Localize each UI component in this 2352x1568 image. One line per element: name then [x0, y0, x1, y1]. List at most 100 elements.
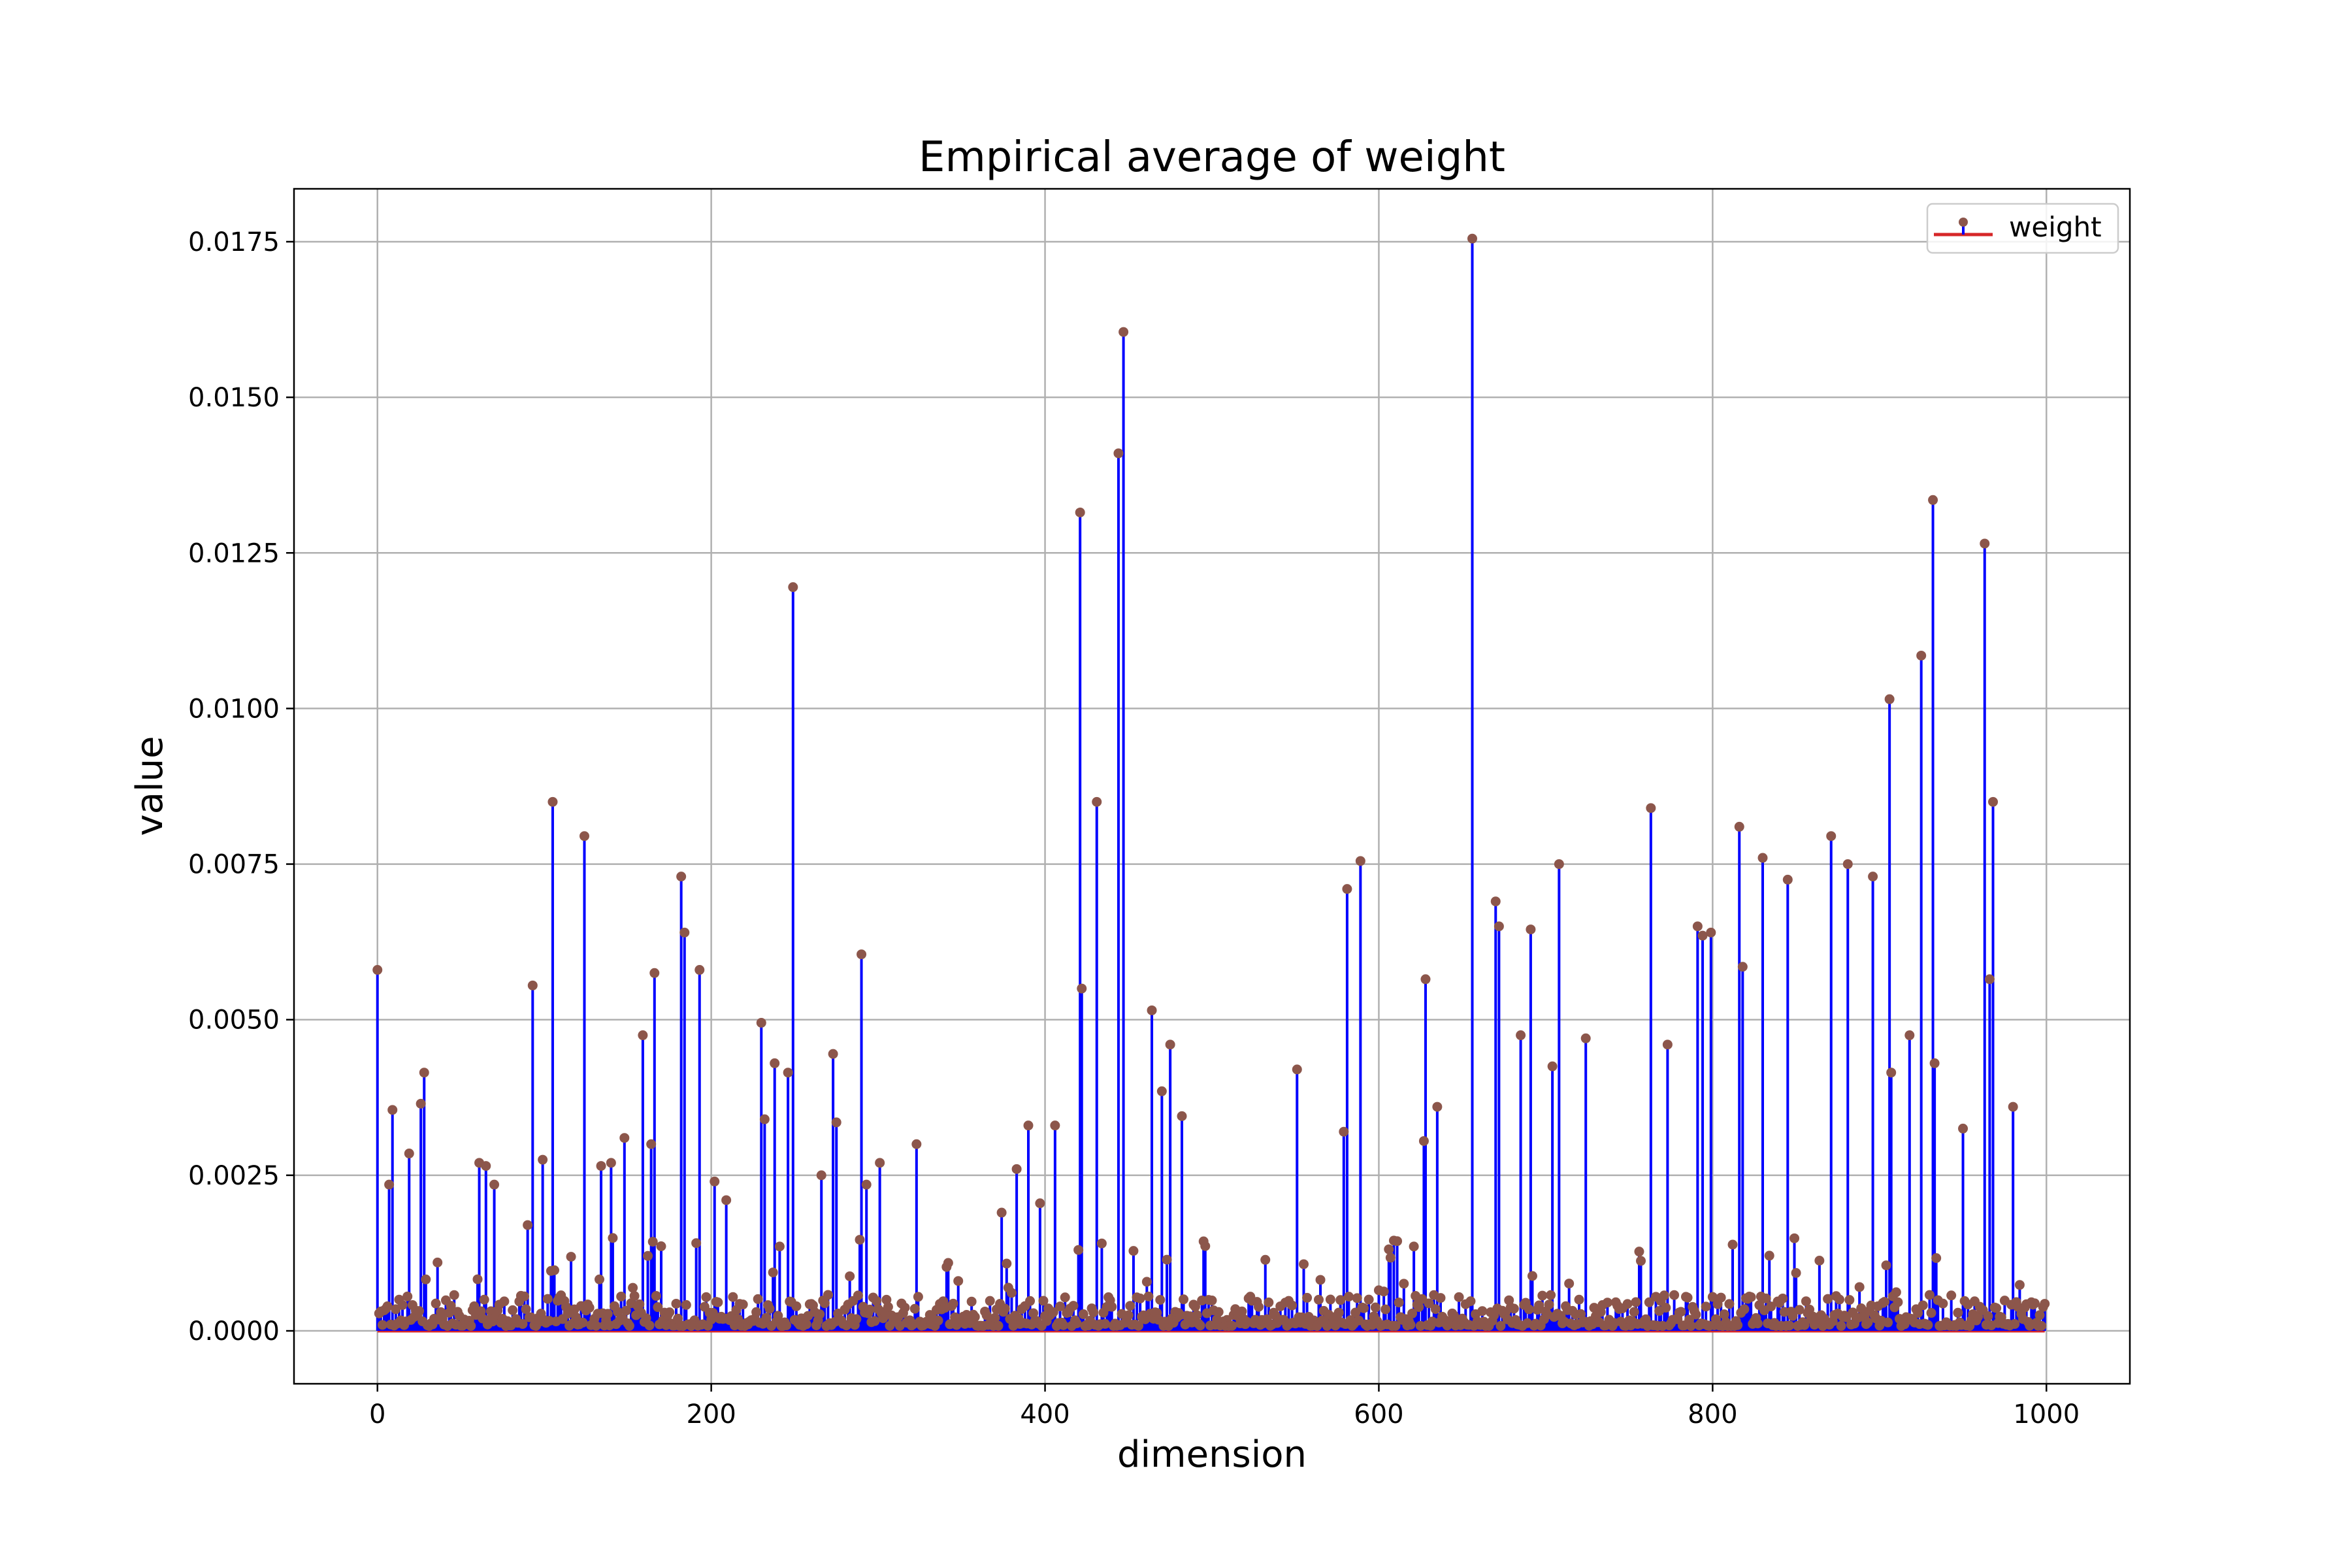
stem-marker — [1123, 1310, 1134, 1320]
stem-marker — [1420, 974, 1431, 985]
stem-marker — [831, 1117, 841, 1128]
stem-marker — [1254, 1301, 1264, 1312]
stem-marker — [2010, 1319, 2020, 1330]
stem-marker — [1739, 1304, 1750, 1315]
stem-marker — [1891, 1287, 1901, 1298]
legend-box — [1926, 203, 2119, 254]
stem-marker — [1333, 1307, 1344, 1318]
stem-marker — [1313, 1294, 1324, 1305]
stem-marker — [1264, 1298, 1274, 1308]
stem-marker — [966, 1296, 977, 1307]
stem-marker — [1339, 1126, 1349, 1137]
stem-marker — [1192, 1310, 1202, 1320]
stem-marker — [1155, 1295, 1166, 1305]
stem-marker — [538, 1154, 548, 1165]
stem-marker — [1537, 1290, 1548, 1301]
stem-marker — [1984, 974, 1995, 985]
stem-marker — [911, 1139, 922, 1149]
stem-marker — [1141, 1277, 1152, 1287]
stem-marker — [1580, 1033, 1591, 1043]
stem-marker — [855, 1235, 865, 1245]
stem-marker — [1237, 1306, 1247, 1316]
stem-marker — [384, 1179, 395, 1190]
stem-marker — [1856, 1303, 1867, 1314]
stem-marker — [883, 1301, 893, 1312]
stem-marker — [1682, 1292, 1693, 1303]
stem-marker — [774, 1241, 785, 1252]
stem-marker — [1574, 1294, 1584, 1305]
x-tick-label: 0 — [369, 1399, 385, 1429]
stem-marker — [900, 1302, 910, 1313]
stem-marker — [1287, 1300, 1298, 1311]
stem-marker — [1006, 1288, 1017, 1298]
y-tick-label: 0.0075 — [188, 850, 280, 880]
stem-marker — [602, 1309, 613, 1319]
stem-marker — [1165, 1039, 1175, 1050]
stem-marker — [1465, 1296, 1476, 1307]
stem-marker — [523, 1220, 533, 1230]
stem-marker — [1409, 1241, 1419, 1252]
stem-marker — [751, 1307, 762, 1317]
stem-marker — [2036, 1320, 2047, 1331]
y-tick-label: 0.0000 — [188, 1316, 280, 1347]
stem-marker — [1737, 962, 1748, 972]
stem-marker — [372, 965, 383, 975]
stem-marker — [753, 1294, 763, 1304]
y-axis-ticks: 0.0000 0.0025 0.0050 0.0075 0.0100 0.0125 0.01… — [188, 227, 294, 1347]
stem-marker — [1430, 1304, 1441, 1315]
stem-marker — [402, 1291, 413, 1301]
y-tick-label: 0.0025 — [188, 1161, 280, 1191]
stem-marker — [1784, 1320, 1795, 1331]
stem-marker — [1156, 1086, 1167, 1096]
stem-marker — [634, 1299, 645, 1309]
stem-marker — [1884, 694, 1895, 704]
stem-marker — [1794, 1305, 1805, 1315]
stem-marker — [1883, 1317, 1893, 1328]
stem-marker — [1390, 1320, 1401, 1331]
stem-marker — [566, 1252, 576, 1262]
stem-marker — [542, 1294, 553, 1304]
stem-marker — [710, 1176, 720, 1186]
stem-marker — [1913, 1308, 1923, 1318]
stem-marker — [1886, 1068, 1897, 1078]
stem-marker — [1868, 872, 1878, 882]
stem-marker — [1766, 1301, 1776, 1312]
stem-marker — [1676, 1307, 1686, 1317]
stem-marker — [1669, 1290, 1680, 1300]
stem-marker — [1096, 1238, 1107, 1249]
stem-marker — [788, 582, 798, 593]
stem-marker — [1392, 1236, 1403, 1247]
stem-marker — [1924, 1290, 1935, 1300]
stem-marker — [1836, 1320, 1846, 1331]
stem-marker — [1697, 930, 1708, 941]
stem-marker — [1355, 856, 1365, 866]
stem-marker — [647, 1237, 658, 1247]
stem-marker — [472, 1274, 483, 1284]
plot-frame — [293, 188, 2131, 1385]
stem-marker — [397, 1299, 408, 1310]
stem-marker — [1844, 1295, 1855, 1305]
x-tick-label: 200 — [686, 1399, 736, 1429]
stem-marker — [1701, 1301, 1711, 1312]
stem-marker — [671, 1298, 681, 1309]
x-tick-label: 1000 — [2013, 1399, 2080, 1429]
stem-marker — [815, 1309, 825, 1320]
stem-marker — [1125, 1301, 1135, 1311]
stem-marker — [857, 949, 867, 960]
stem-marker — [1788, 1311, 1798, 1321]
stem-marker — [1953, 1307, 1963, 1318]
stem-marker — [1576, 1309, 1586, 1319]
stem-marker — [1028, 1308, 1039, 1318]
stem-marker — [1432, 1102, 1443, 1112]
stem-marker — [1073, 1245, 1084, 1255]
y-tick-label: 0.0100 — [188, 694, 280, 724]
stem-marker — [1692, 921, 1703, 932]
stem-marker — [624, 1320, 634, 1331]
stem-marker — [1724, 1299, 1735, 1309]
stem-marker — [1078, 1309, 1088, 1320]
stem-marker — [1746, 1292, 1756, 1302]
stem-marker — [1881, 1260, 1891, 1271]
stem-marker — [613, 1307, 623, 1317]
stem-marker — [791, 1301, 802, 1311]
